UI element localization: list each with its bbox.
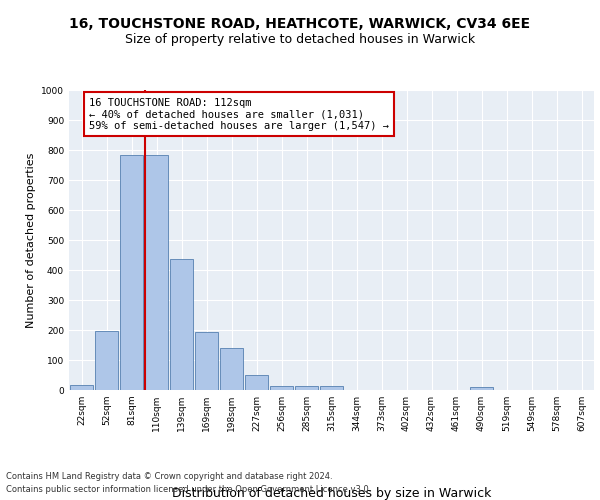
Bar (145, 154, 168, 390)
Text: 16, TOUCHSTONE ROAD, HEATHCOTE, WARWICK, CV34 6EE: 16, TOUCHSTONE ROAD, HEATHCOTE, WARWICK,… (70, 18, 530, 32)
Bar (220, 348, 243, 390)
Bar (270, 386, 293, 390)
Text: Contains HM Land Registry data © Crown copyright and database right 2024.: Contains HM Land Registry data © Crown c… (6, 472, 332, 481)
X-axis label: Distribution of detached houses by size in Warwick: Distribution of detached houses by size … (172, 487, 491, 500)
Text: 16 TOUCHSTONE ROAD: 112sqm
← 40% of detached houses are smaller (1,031)
59% of s: 16 TOUCHSTONE ROAD: 112sqm ← 40% of deta… (89, 98, 389, 130)
Bar (470, 387, 493, 390)
Bar (170, 259, 193, 390)
Y-axis label: Number of detached properties: Number of detached properties (26, 152, 35, 328)
Bar (120, 155, 143, 390)
Text: Contains public sector information licensed under the Open Government Licence v3: Contains public sector information licen… (6, 485, 371, 494)
Bar (95, 331, 118, 390)
Bar (245, 375, 268, 390)
Bar (195, 332, 218, 390)
Bar (295, 386, 318, 390)
Bar (70, 384, 93, 390)
Bar (320, 386, 343, 390)
Text: Size of property relative to detached houses in Warwick: Size of property relative to detached ho… (125, 32, 475, 46)
